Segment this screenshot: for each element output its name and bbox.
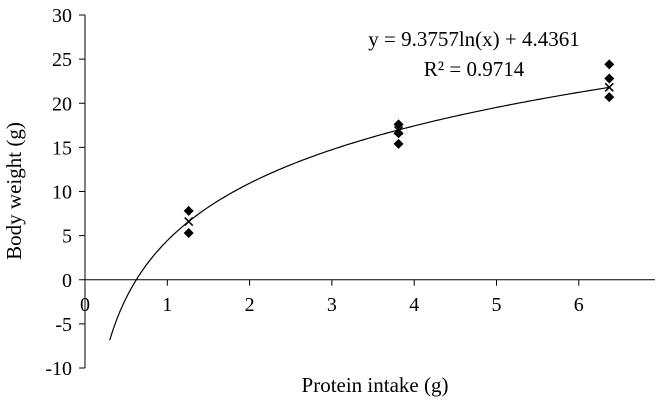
x-tick-label: 3 [327, 294, 337, 316]
data-point-x [604, 82, 614, 92]
y-tick-label: 20 [52, 93, 72, 115]
y-axis-title: Body weight (g) [2, 122, 26, 260]
data-point-diamond [604, 59, 615, 70]
y-tick-label: -10 [45, 358, 72, 380]
y-tick-label: 30 [52, 5, 72, 27]
data-point-diamond [393, 138, 404, 149]
x-tick-label: 0 [80, 294, 90, 316]
y-tick-label: -5 [55, 314, 72, 336]
data-point-diamond [604, 92, 615, 103]
data-point-diamond [183, 227, 194, 238]
x-tick-label: 1 [162, 294, 172, 316]
x-tick-label: 2 [245, 294, 255, 316]
r-squared-label: R² = 0.9714 [424, 57, 525, 81]
data-point-diamond [183, 205, 194, 216]
data-points [183, 59, 615, 238]
trendline-equation: y = 9.3757ln(x) + 4.4361 [368, 27, 580, 51]
axes [79, 14, 655, 369]
trendline [109, 86, 610, 341]
x-tick-label: 5 [492, 294, 502, 316]
data-point-x [184, 216, 194, 227]
y-tick-label: 15 [52, 137, 72, 159]
y-tick-label: 10 [52, 182, 72, 204]
tick-labels: -10 -5 0 5 10 15 20 25 30 0 1 2 3 4 5 6 [45, 5, 583, 380]
data-point-diamond [604, 73, 615, 84]
y-tick-label: 5 [62, 226, 72, 248]
x-tick-label: 6 [574, 294, 584, 316]
data-point-x [393, 126, 404, 136]
data-point-diamond [393, 128, 404, 139]
y-tick-label: 0 [62, 270, 72, 292]
y-tick-label: 25 [52, 49, 72, 71]
x-axis-title: Protein intake (g) [302, 373, 449, 397]
x-tick-label: 4 [409, 294, 419, 316]
data-point-diamond [393, 119, 404, 130]
